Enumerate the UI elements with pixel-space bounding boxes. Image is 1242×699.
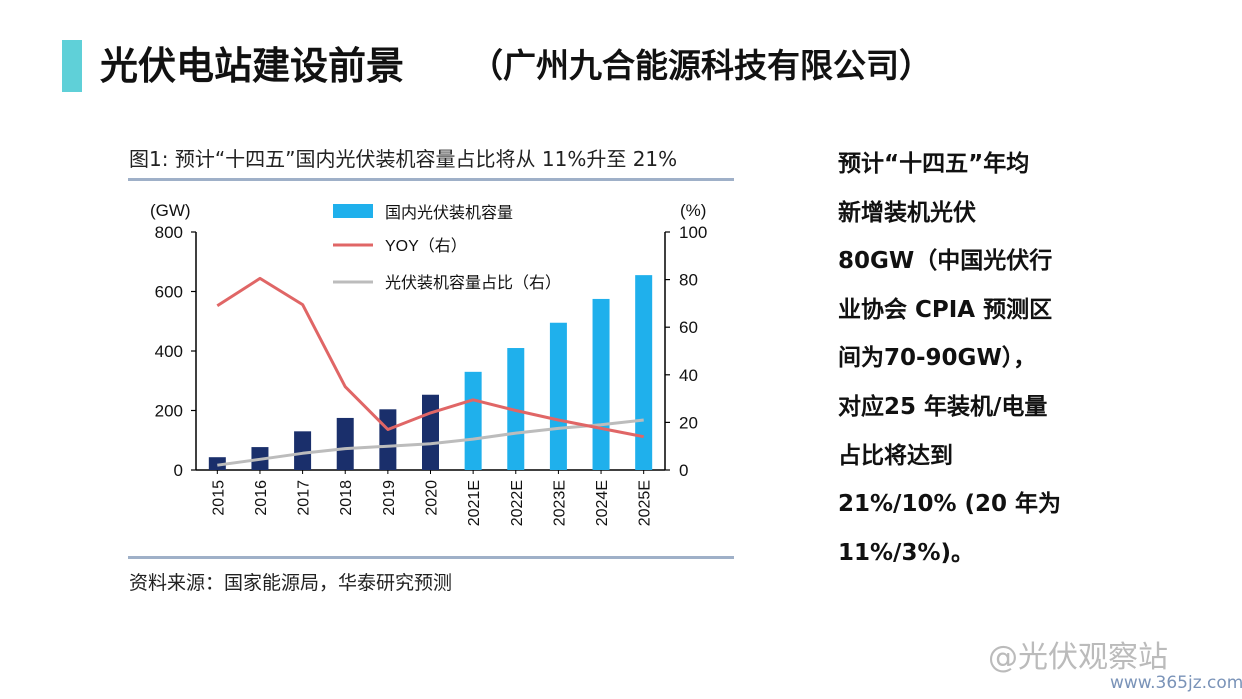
capacity-bar xyxy=(336,417,354,470)
y-right-tick-label: 20 xyxy=(679,413,698,432)
chart-legend: 国内光伏装机容量 YOY（右） 光伏装机容量占比（右） xyxy=(333,204,561,292)
side-summary-line: 新增装机光伏 xyxy=(838,199,976,226)
side-summary-line: 21%/10% (20 年为 xyxy=(838,491,1062,518)
y-right-unit-label: (%) xyxy=(680,201,706,220)
legend-label-share: 光伏装机容量占比（右） xyxy=(385,274,561,292)
title-accent-bar xyxy=(62,40,82,92)
yoy-line xyxy=(216,276,644,439)
x-tick-label: 2024E xyxy=(594,480,611,526)
figure-source: 资料来源：国家能源局，华泰研究预测 xyxy=(129,572,453,594)
side-summary-line: 间为70-90GW）， xyxy=(838,345,1037,372)
x-tick-label: 2023E xyxy=(551,480,568,526)
side-summary-line: 业协会 CPIA 预测区 xyxy=(838,296,1053,323)
capacity-bar xyxy=(464,371,482,470)
y-left-tick-label: 0 xyxy=(174,461,183,480)
legend-swatch-capacity xyxy=(333,204,373,218)
legend-label-capacity: 国内光伏装机容量 xyxy=(385,204,513,222)
source-rule xyxy=(128,556,734,559)
figure-caption: 图1: 预计“十四五”国内光伏装机容量占比将从 11%升至 21% xyxy=(129,147,678,171)
capacity-bar xyxy=(549,322,567,470)
capacity-bar xyxy=(379,409,397,470)
y-right-tick-label: 40 xyxy=(679,366,698,385)
side-summary-line: 占比将达到 xyxy=(838,442,953,469)
y-left-tick-label: 200 xyxy=(155,402,183,421)
legend-label-yoy: YOY（右） xyxy=(385,237,467,255)
y-left-tick-label: 800 xyxy=(155,223,183,242)
watermark-url: www.365jz.com xyxy=(1110,673,1242,693)
x-tick-label: 2020 xyxy=(424,480,441,516)
x-tick-label: 2022E xyxy=(509,480,526,526)
y-right-tick-label: 60 xyxy=(679,318,698,337)
x-tick-label: 2015 xyxy=(210,480,227,516)
watermark-text: @光伏观察站 xyxy=(988,640,1168,675)
y-right-tick-label: 100 xyxy=(679,223,707,242)
share-line xyxy=(217,418,644,467)
caption-rule xyxy=(128,178,734,181)
x-tick-label: 2018 xyxy=(338,480,355,516)
x-tick-label: 2019 xyxy=(381,480,398,516)
y-left-tick-label: 400 xyxy=(155,342,183,361)
chart-bars xyxy=(208,275,653,470)
side-summary-line: 预计“十四五”年均 xyxy=(838,151,1030,177)
side-summary-line: 对应25 年装机/电量 xyxy=(838,393,1048,420)
capacity-bar xyxy=(422,394,439,470)
chart-lines xyxy=(216,276,644,467)
capacity-bar xyxy=(635,275,653,470)
side-summary-line: 80GW（中国光伏行 xyxy=(838,248,1053,275)
x-tick-label: 2021E xyxy=(466,480,483,526)
capacity-bar xyxy=(294,431,312,470)
slide-subtitle: （广州九合能源科技有限公司） xyxy=(470,46,932,85)
x-tick-label: 2016 xyxy=(253,480,270,516)
x-tick-label: 2025E xyxy=(637,480,654,526)
y-right-tick-label: 80 xyxy=(679,271,698,290)
x-tick-label: 2017 xyxy=(296,480,313,516)
capacity-bar xyxy=(592,298,610,470)
capacity-bar xyxy=(208,457,226,470)
side-summary-line: 11%/3%)。 xyxy=(838,539,975,566)
slide-title: 光伏电站建设前景 xyxy=(100,44,405,88)
y-left-unit-label: (GW) xyxy=(150,201,191,220)
side-summary: 预计“十四五”年均 新增装机光伏 80GW（中国光伏行 业协会 CPIA 预测区… xyxy=(838,140,1138,577)
y-right-tick-label: 0 xyxy=(679,461,688,480)
y-left-tick-label: 600 xyxy=(155,283,183,302)
